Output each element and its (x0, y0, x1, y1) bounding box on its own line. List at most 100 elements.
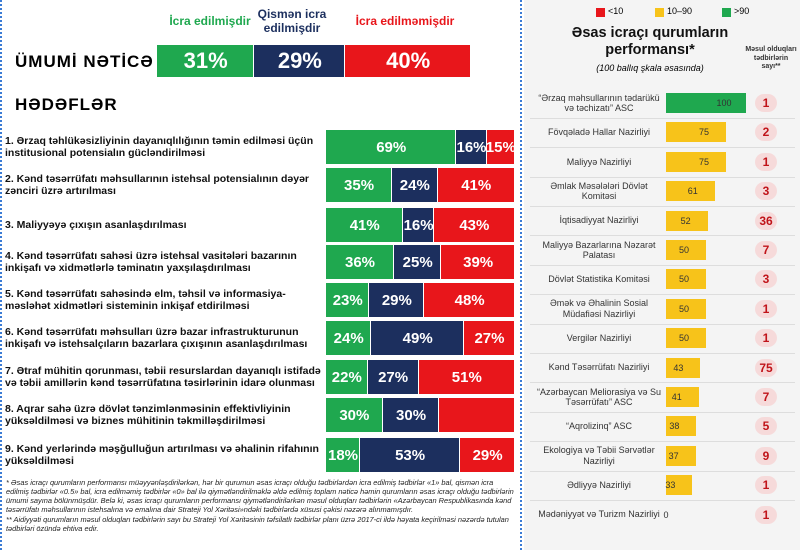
bar-segment (326, 245, 395, 279)
score-bar (666, 416, 697, 437)
agency-name: Ekologiya və Təbii Sərvətlər Nazirliyi (543, 445, 655, 466)
count-header: Məsul olduqları tədbirlərin sayı** (745, 46, 797, 71)
goal-text: 1. Ərzaq təhlükəsizliyinin dayanıqlılığı… (5, 135, 314, 159)
row-divider (530, 499, 795, 501)
count-badge: 1 (755, 152, 777, 171)
bar-segment (326, 130, 457, 164)
agency-name: Maliyyə Nazirliyi (566, 156, 632, 167)
panel-subtitle: (100 ballıq şkala əsasında) (596, 63, 704, 73)
footnotes: * Əsas icraçı qurumların performansı müə… (6, 478, 516, 548)
bar-value-label: 35% (344, 176, 375, 194)
column-header: Qismən icra edilmişdir (257, 7, 327, 35)
agency-name: Vergilər Nazirliyi (566, 332, 632, 343)
count-badge: 1 (755, 299, 777, 318)
row-divider (530, 470, 795, 472)
bar-value-label: 24% (399, 176, 430, 194)
bar-segment (456, 130, 487, 164)
count-badge: 1 (755, 94, 777, 112)
row-divider (530, 294, 795, 296)
count-badge: 2 (755, 123, 777, 142)
goal-text: 3. Maliyyəyə çıxışın asanlaşdırılması (5, 219, 187, 231)
bar-value-label: 30% (396, 406, 427, 424)
bar-segment (486, 130, 515, 164)
row-divider (530, 382, 795, 384)
bar-segment (360, 438, 461, 472)
legend-label: <10 (608, 6, 624, 16)
bar-segment (367, 360, 419, 394)
goal-text: 4. Kənd təsərrüfatı sahəsi üzrə istehsal… (5, 250, 297, 274)
bar-value-label: 41% (461, 176, 492, 194)
score-bar (666, 210, 708, 231)
score-label: 75 (698, 156, 709, 167)
goal-text: 5. Kənd təsərrüfatı sahəsində elm, təhsi… (5, 288, 286, 312)
agency-name: Dövlət Statistika Komitəsi (548, 274, 650, 285)
score-bar (666, 93, 746, 113)
bar-segment (326, 208, 404, 242)
row-divider (530, 441, 795, 443)
agency-name: “Ərzaq məhsullarının tədarükü və təchiza… (538, 92, 660, 114)
agency-name: İqtisadiyyat Nazirliyi (559, 215, 639, 226)
bar-segment (382, 398, 440, 432)
bar-value-label: 48% (454, 291, 485, 309)
score-label: 61 (687, 186, 698, 197)
bar-value-label: 18% (327, 446, 359, 464)
score-label: 50 (678, 333, 689, 344)
score-label: 0 (663, 509, 669, 520)
row-divider (530, 147, 795, 149)
count-badge: 5 (755, 417, 777, 436)
bar-segment (433, 208, 515, 242)
score-label: 52 (680, 215, 691, 226)
score-bar (666, 445, 696, 466)
bar-value-label: 27% (474, 329, 505, 347)
bar-value-label: 16% (403, 216, 434, 234)
legend-label: >90 (734, 6, 750, 16)
bar-value-label: 23% (332, 291, 363, 309)
legend-label: 10–90 (667, 6, 693, 16)
bar-segment (371, 321, 464, 355)
count-badge: 9 (755, 446, 777, 465)
score-label: 37 (668, 450, 679, 461)
score-bar (666, 387, 699, 407)
bar-value-label: 43% (459, 216, 490, 234)
bar-value-label: 41% (349, 216, 380, 234)
count-badge: 1 (755, 505, 777, 524)
bar-segment (437, 168, 515, 202)
count-badge: 7 (755, 241, 777, 259)
bar-value-label: 27% (378, 368, 409, 386)
count-badge: 75 (755, 358, 777, 377)
goal-text: 9. Kənd yerlərində məşğulluğun artırılma… (5, 443, 319, 467)
bar-value-label: 29% (472, 446, 503, 464)
legend-swatch (722, 8, 731, 17)
bar-segment (157, 45, 255, 77)
score-label: 100 (716, 98, 732, 108)
agency-name: Əmlak Məsələləri Dövlət Komitəsi (550, 180, 648, 202)
bar-segment (394, 245, 442, 279)
score-bar (666, 269, 706, 290)
row-divider (530, 411, 795, 413)
score-bar (666, 122, 726, 143)
agency-name: Mədəniyyət və Turizm Nazirliyi (538, 509, 660, 520)
bar-value-label: 51% (451, 368, 482, 386)
bar-value-label: 29% (277, 48, 322, 73)
footnote: ** Aidiyyəti qurumların məsul olduqları … (6, 515, 509, 533)
count-badge: 1 (755, 329, 777, 348)
bar-segment (460, 438, 515, 472)
row-divider (530, 205, 795, 207)
bar-segment (418, 360, 515, 394)
score-bar (666, 357, 701, 378)
goals-title: HƏDƏFLƏR (15, 95, 118, 114)
score-bar (666, 298, 706, 319)
score-label: 41 (671, 392, 682, 402)
bar-segment (403, 208, 434, 242)
bar-segment (441, 245, 515, 279)
score-bar (666, 181, 715, 202)
bar-segment (392, 168, 438, 202)
bar-value-label: 25% (402, 253, 433, 271)
bar-segment (326, 438, 361, 472)
bar-value-label: 31% (183, 48, 228, 73)
agency-name: Əmək və Əhalinin Sosial Müdafiəsi Nazirl… (549, 298, 649, 319)
bar-segment (326, 360, 368, 394)
bar-value-label: 29% (381, 291, 412, 309)
count-badge: 1 (755, 476, 777, 495)
